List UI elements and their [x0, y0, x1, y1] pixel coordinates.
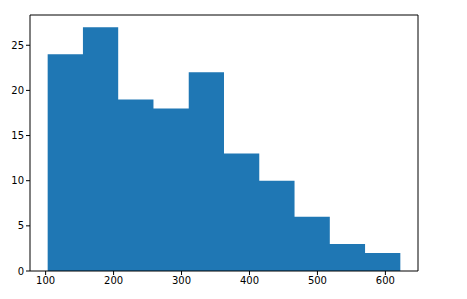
svg-text:300: 300 — [172, 275, 191, 286]
svg-text:5: 5 — [18, 220, 24, 231]
svg-text:15: 15 — [11, 130, 24, 141]
svg-text:100: 100 — [36, 275, 55, 286]
svg-text:600: 600 — [376, 275, 395, 286]
svg-text:20: 20 — [11, 85, 24, 96]
svg-text:0: 0 — [18, 266, 24, 277]
svg-text:200: 200 — [104, 275, 123, 286]
svg-text:500: 500 — [308, 275, 327, 286]
svg-text:25: 25 — [11, 40, 24, 51]
svg-text:10: 10 — [11, 175, 24, 186]
svg-text:400: 400 — [240, 275, 259, 286]
